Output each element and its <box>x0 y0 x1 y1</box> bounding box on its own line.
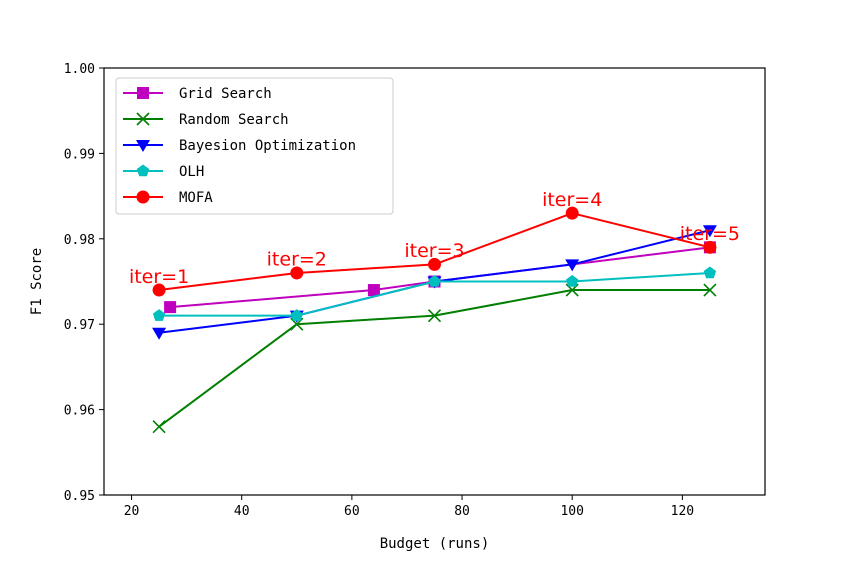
x-tick-label: 100 <box>560 504 583 519</box>
legend: Grid Search Random Search Bayesion Optimiz… <box>115 77 394 215</box>
legend-label: OLH <box>179 164 204 180</box>
legend-marker <box>136 190 150 204</box>
annotation-label: iter=5 <box>680 223 740 245</box>
y-axis-label: F1 Score <box>29 248 45 315</box>
data-point-mofa <box>152 283 166 297</box>
data-point-olh <box>703 266 717 279</box>
legend-label: Bayesion Optimization <box>179 138 356 154</box>
plot-area: iter=1 iter=2 iter=3 iter=4 iter=5 <box>129 189 740 434</box>
data-point-bayesion-optimization <box>702 225 717 238</box>
legend-marker <box>136 164 150 177</box>
data-point-mofa <box>565 206 579 220</box>
y-tick-label: 0.97 <box>64 318 95 333</box>
data-point-bayesion-optimization <box>152 327 167 340</box>
x-tick-label: 80 <box>454 504 470 519</box>
legend-marker <box>136 112 150 126</box>
data-point-random-search <box>152 420 166 434</box>
y-tick-label: 0.95 <box>64 489 95 504</box>
legend-label: Random Search <box>179 112 289 128</box>
data-point-bayesion-optimization <box>565 259 580 272</box>
annotation-label: iter=2 <box>267 249 327 271</box>
x-axis-label: Budget (runs) <box>380 536 490 552</box>
data-point-mofa <box>428 257 441 271</box>
y-tick-label: 0.99 <box>64 147 95 162</box>
legend-box <box>115 77 394 215</box>
y-tick-label: 0.98 <box>64 233 95 248</box>
plot-frame <box>103 67 766 496</box>
annotation-label: iter=3 <box>404 240 464 262</box>
legend-label: MOFA <box>179 190 213 206</box>
x-tick-label: 120 <box>671 504 694 519</box>
data-point-mofa <box>290 266 304 280</box>
data-point-random-search <box>703 283 717 297</box>
x-tick-label: 20 <box>124 504 140 519</box>
data-point-mofa <box>703 240 717 254</box>
y-axis: 0.95 0.96 0.97 0.98 0.99 1.00 <box>64 62 104 504</box>
data-point-grid-search <box>367 284 380 297</box>
legend-marker <box>136 140 150 152</box>
y-tick-label: 1.00 <box>64 62 95 77</box>
legend-label: Grid Search <box>179 86 272 102</box>
x-axis: 20 40 60 80 100 120 <box>124 495 694 519</box>
data-point-grid-search <box>164 301 177 314</box>
data-point-random-search <box>427 309 442 323</box>
legend-marker <box>137 87 149 99</box>
x-tick-label: 40 <box>234 504 250 519</box>
annotation-label: iter=4 <box>542 189 602 211</box>
data-point-olh <box>290 309 303 321</box>
annotation-label: iter=1 <box>129 266 189 288</box>
data-point-olh <box>566 275 579 287</box>
data-point-olh <box>152 309 166 321</box>
data-point-olh <box>428 275 441 287</box>
y-tick-label: 0.96 <box>64 404 95 419</box>
x-tick-label: 60 <box>344 504 360 519</box>
